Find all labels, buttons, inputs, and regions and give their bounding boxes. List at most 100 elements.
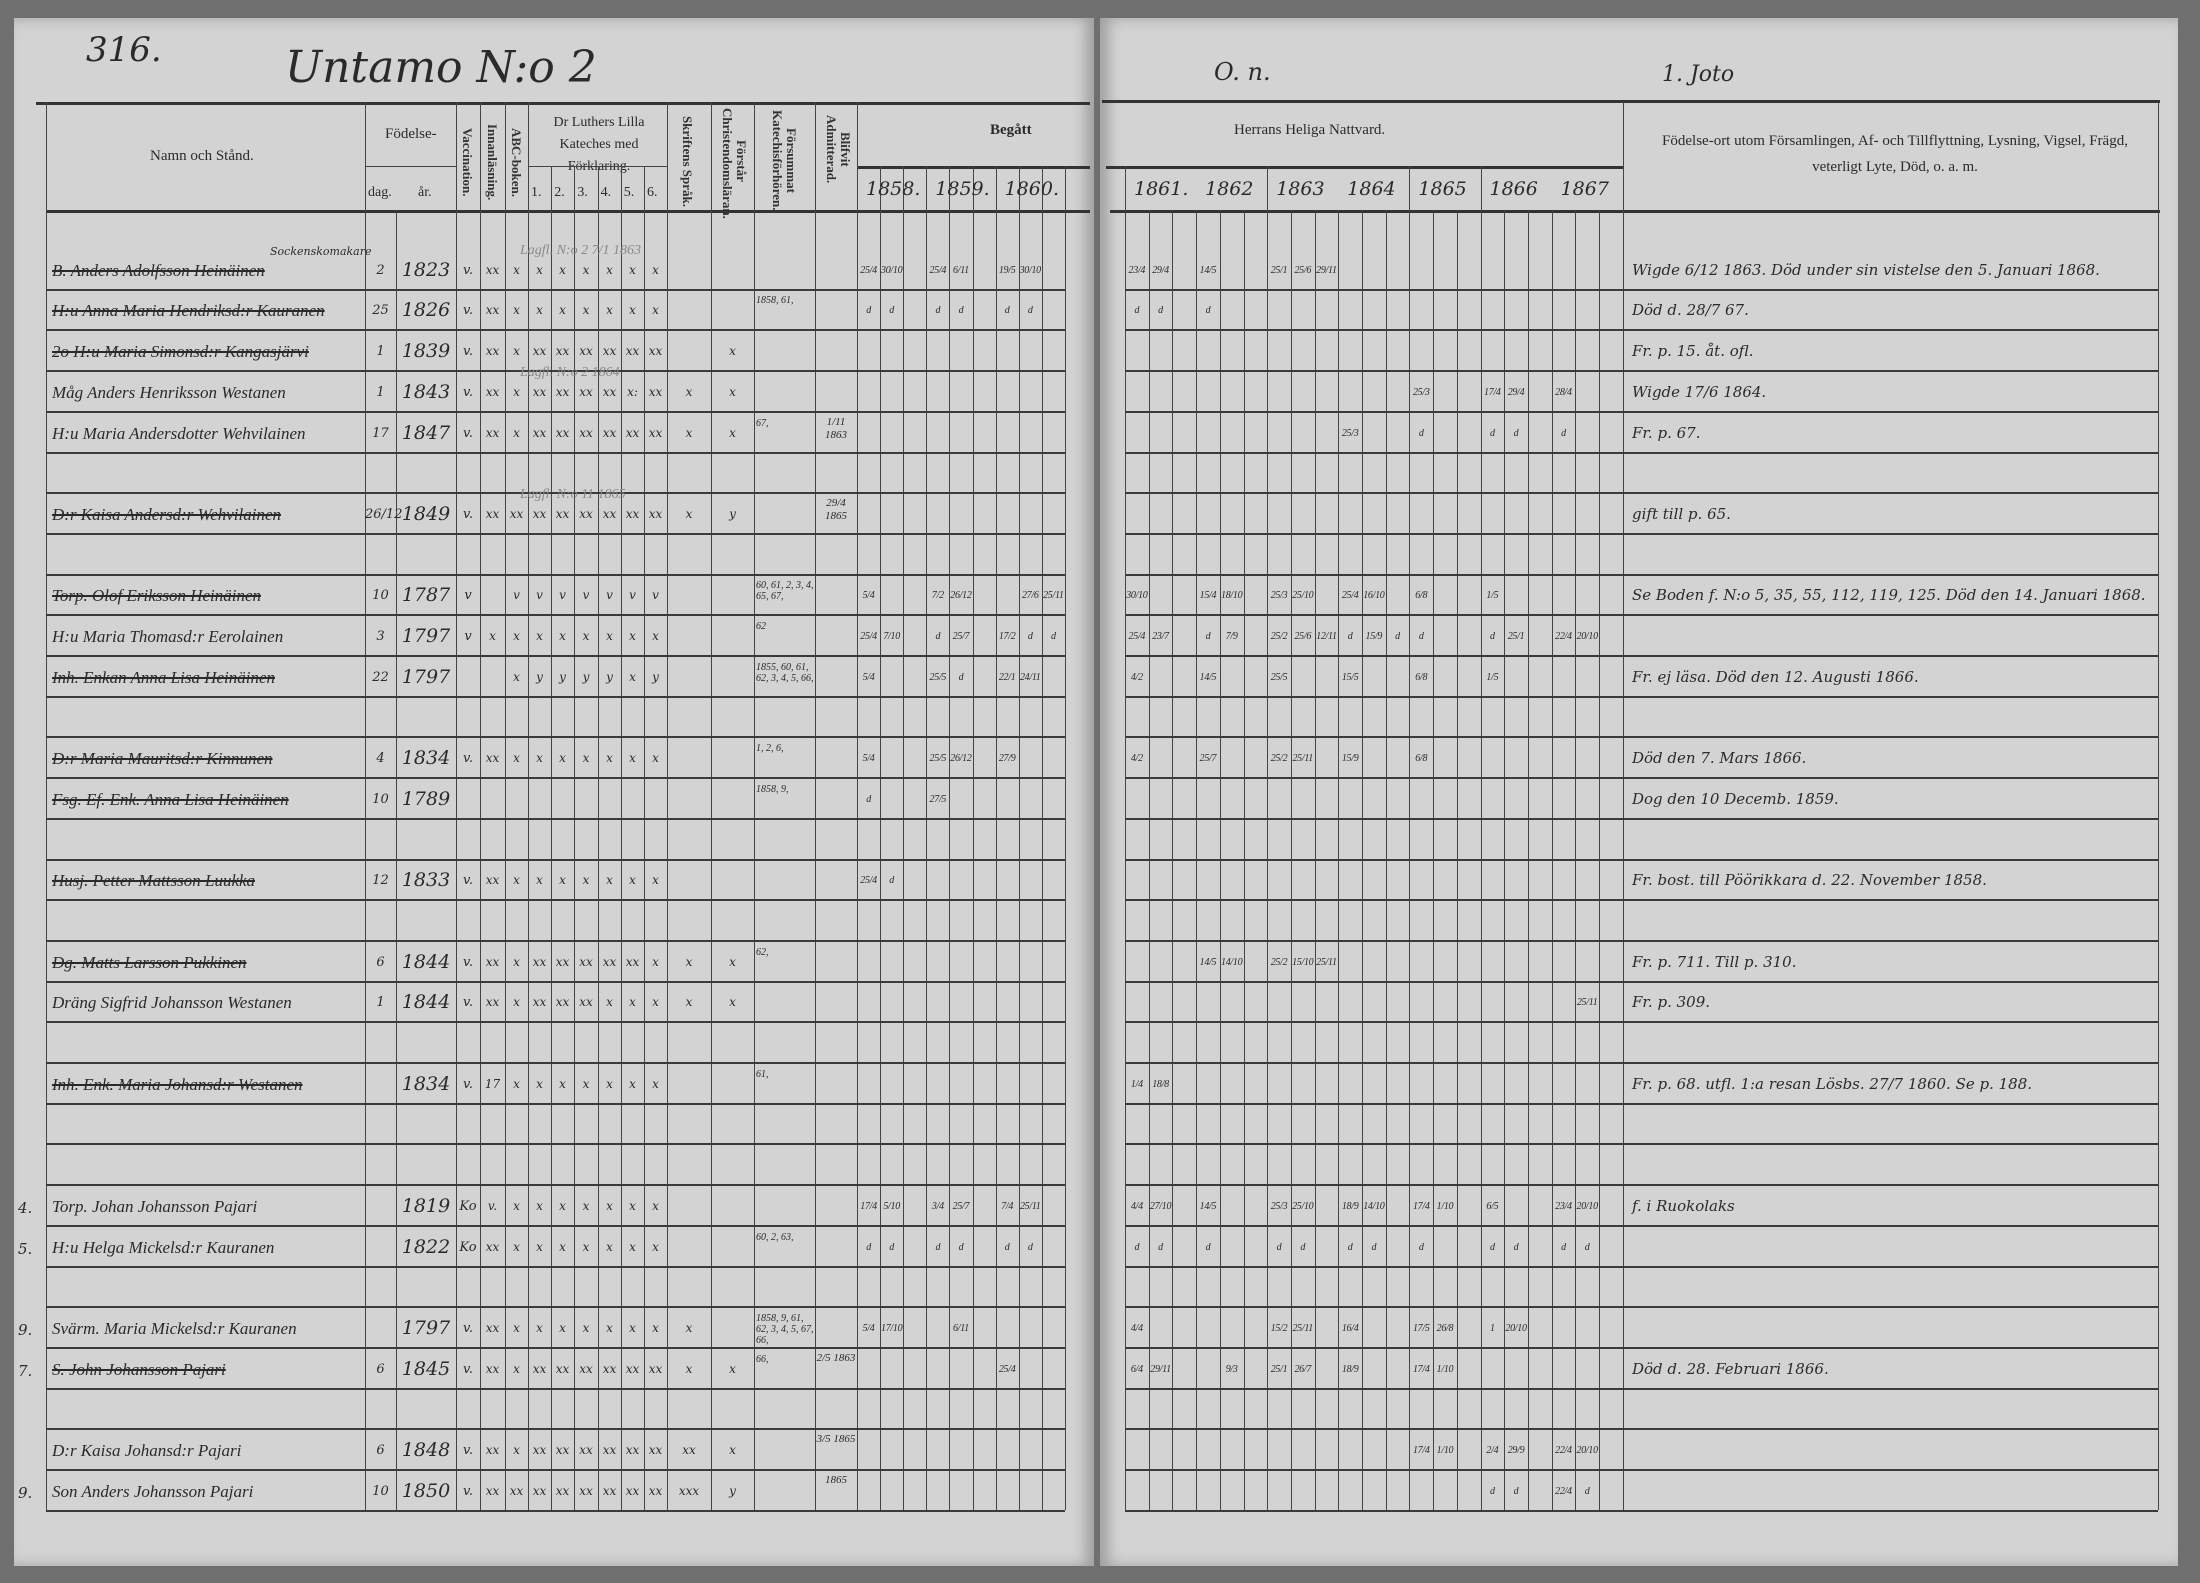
communion-date-1858: d [866,793,871,805]
column-rule [1267,166,1269,1510]
knowledge-mark: v [629,588,636,603]
admitted-date: 1865 [825,1473,847,1486]
knowledge-mark: x [559,1320,566,1335]
communion-date-1861: 29/11 [1150,1363,1171,1375]
vaccination: v. [463,873,473,889]
knowledge-mark: xx [648,384,663,399]
row-rule [46,410,1065,413]
person-name: H:u Maria Andersdotter Wehvilainen [52,423,306,443]
column-rule [621,166,622,1510]
communion-date-1862: 25/7 [1199,753,1217,765]
header-bottom-rule [46,210,1090,213]
person-name: Husj. Petter Mattsson Luukka [52,871,256,891]
row-rule [46,573,1065,576]
knowledge-mark: x [536,1076,543,1091]
knowledge-mark: y [652,669,659,684]
row-rule [46,370,1065,373]
communion-date-1861: 27/10 [1149,1200,1172,1212]
col-birth-header: Födelse- [385,126,437,142]
communion-date-1863: 25/2 [1270,956,1288,968]
row-rule [46,492,1065,495]
communion-date-1861: 4/2 [1130,753,1143,765]
communion-date-1862: d [1205,1241,1211,1253]
row-rule [46,1509,1065,1512]
communion-date-1861: d [1134,1241,1140,1253]
column-rule [711,102,712,1510]
vaccination: Ko [459,1239,477,1255]
communion-date-1863: 25/5 [1270,671,1288,683]
knowledge-mark: xx [485,1361,500,1376]
knowledge-mark: xx [485,954,500,969]
communion-date-1863: 15/2 [1270,1322,1288,1334]
missed-hearings: 62 [756,621,766,632]
birth-year: 1848 [401,1439,451,1461]
communion-date-1863: 25/11 [1292,753,1313,765]
birth-year: 1834 [401,747,451,770]
knowledge-mark: x [559,873,566,888]
communion-date-1860: 19/5 [998,264,1016,276]
communion-date-1864: d [1371,1241,1377,1253]
knowledge-mark: x [559,751,566,766]
communion-date-1859: 25/7 [952,631,970,642]
vaccination: v. [463,1361,473,1377]
birth-day: 1 [376,384,385,400]
faded-annotation: Lagfl. N:o 11 1865 [520,486,626,502]
knowledge-mark: x [606,629,613,643]
header-top-rule-right [1102,100,2160,103]
communion-date-1864: 15/5 [1341,671,1359,683]
column-rule [880,166,882,1510]
communion-date-1859: d [958,671,964,683]
communion-date-1861: 18/8 [1152,1078,1169,1090]
knowledge-mark: x [652,303,659,318]
knowledge-mark: x [559,262,566,277]
missed-hearings: 60, 2, 63, [756,1231,794,1243]
row-rule [46,777,1065,780]
knowledge-mark: xx [555,506,570,521]
communion-date-1858: 5/4 [862,1322,875,1334]
row-rule [1125,1265,2158,1268]
birth-day: 22 [372,669,389,685]
communion-date-1859: 3/4 [931,1200,944,1212]
knowledge-mark: x [685,425,693,440]
communion-date-1861: d [1134,305,1140,317]
knowledge-mark: x: [627,384,638,399]
knowledge-mark: x [536,1198,543,1213]
row-rule [46,1265,1065,1268]
knowledge-mark: x [513,1361,520,1376]
communion-date-1859: 25/7 [952,1200,970,1212]
communion-date-1864: 25/4 [1341,590,1359,602]
knowledge-mark: x [582,1239,590,1254]
communion-date-1863: 25/2 [1270,631,1288,642]
admitted-date: 29/4 1865 [825,496,847,522]
col-missed: Försummat Katechisförhören. [770,110,799,211]
missed-hearings: 66, [756,1353,769,1365]
communion-date-1860: d [1004,305,1010,317]
communion-date-1867: d [1584,1485,1590,1497]
knowledge-mark: x [652,1320,659,1335]
row-rule [46,1428,1065,1431]
person-name: S. John Johansson Pajari [52,1359,226,1379]
communion-date-1860: d [1027,1241,1033,1253]
row-rule [1125,1184,2158,1187]
person-name: D:r Kaisa Johansd:r Pajari [52,1441,242,1460]
birth-day: 10 [372,791,389,807]
communion-date-1865: 1/10 [1436,1445,1454,1456]
communion-date-1858: d [889,305,894,317]
row-rule [1125,492,2158,495]
communion-date-1858: 5/4 [862,753,875,765]
row-rule [1125,614,2158,617]
row-rule [46,451,1065,454]
knowledge-mark: xx [602,1483,617,1498]
knowledge-mark: xx [485,303,500,318]
year-header-1864: 1864 [1347,178,1396,200]
knowledge-mark: xx [532,954,547,969]
communion-date-1866: d [1513,1485,1519,1497]
communion-date-1866: 29/4 [1507,386,1525,398]
communion-date-1858: 7/10 [883,631,900,642]
vaccination: v. [463,262,473,278]
communion-date-1863: 25/3 [1270,590,1288,602]
row-rule [1125,736,2158,739]
knowledge-mark: x [629,303,636,318]
communion-date-1865: 6/8 [1415,671,1428,683]
row-rule [46,1224,1065,1227]
